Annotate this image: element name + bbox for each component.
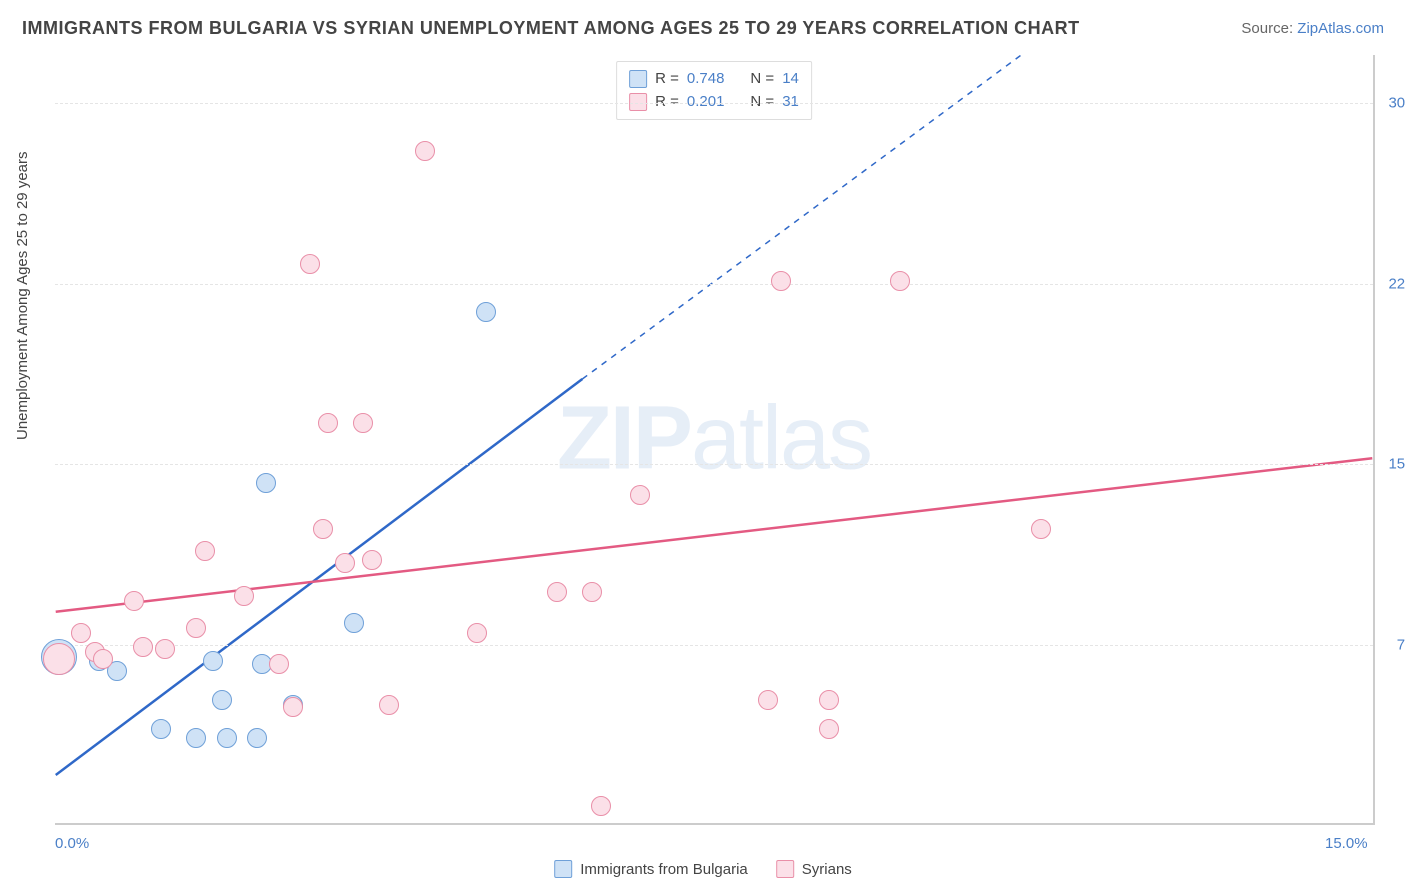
data-point <box>155 639 175 659</box>
data-point <box>344 613 364 633</box>
data-point <box>467 623 487 643</box>
data-point <box>151 719 171 739</box>
trend-lines <box>55 55 1373 823</box>
y-tick-label: 22.5% <box>1388 275 1406 292</box>
data-point <box>283 697 303 717</box>
data-point <box>591 796 611 816</box>
data-point <box>318 413 338 433</box>
data-point <box>269 654 289 674</box>
n-label: N = <box>750 91 774 114</box>
watermark: ZIPatlas <box>557 388 871 491</box>
data-point <box>476 302 496 322</box>
source-label: Source: <box>1241 20 1297 37</box>
data-point <box>186 618 206 638</box>
x-tick-label: 15.0% <box>1325 835 1368 852</box>
data-point <box>256 473 276 493</box>
data-point <box>362 550 382 570</box>
legend-series-label: Syrians <box>802 861 852 878</box>
gridline <box>55 103 1373 104</box>
n-value: 31 <box>782 91 799 114</box>
y-tick-label: 7.5% <box>1397 636 1406 653</box>
r-value: 0.748 <box>687 68 725 91</box>
data-point <box>217 728 237 748</box>
gridline <box>55 645 1373 646</box>
data-point <box>1031 519 1051 539</box>
data-point <box>819 690 839 710</box>
data-point <box>819 719 839 739</box>
data-point <box>313 519 333 539</box>
data-point <box>300 254 320 274</box>
n-value: 14 <box>782 68 799 91</box>
legend-swatch <box>776 860 794 878</box>
data-point <box>71 623 91 643</box>
data-point <box>353 413 373 433</box>
data-point <box>890 271 910 291</box>
legend-series-item: Syrians <box>776 860 852 878</box>
data-point <box>582 582 602 602</box>
chart-container: IMMIGRANTS FROM BULGARIA VS SYRIAN UNEMP… <box>0 0 1406 892</box>
n-label: N = <box>750 68 774 91</box>
data-point <box>43 643 75 675</box>
legend-correlation-row: R = 0.748 N = 14 <box>629 68 799 91</box>
source-citation: Source: ZipAtlas.com <box>1241 20 1384 37</box>
source-link[interactable]: ZipAtlas.com <box>1297 20 1384 37</box>
y-axis-title: Unemployment Among Ages 25 to 29 years <box>14 151 31 440</box>
r-label: R = <box>655 68 679 91</box>
legend-swatch <box>629 93 647 111</box>
legend-correlation-row: R = 0.201 N = 31 <box>629 91 799 114</box>
data-point <box>212 690 232 710</box>
legend-swatch <box>554 860 572 878</box>
data-point <box>758 690 778 710</box>
data-point <box>124 591 144 611</box>
gridline <box>55 464 1373 465</box>
legend-swatch <box>629 70 647 88</box>
data-point <box>195 541 215 561</box>
data-point <box>771 271 791 291</box>
data-point <box>547 582 567 602</box>
y-tick-label: 30.0% <box>1388 95 1406 112</box>
legend-correlation: R = 0.748 N = 14 R = 0.201 N = 31 <box>616 61 812 120</box>
data-point <box>335 553 355 573</box>
data-point <box>379 695 399 715</box>
plot-area: ZIPatlas R = 0.748N = 14R = 0.201N = 31 … <box>55 55 1375 825</box>
gridline <box>55 284 1373 285</box>
r-value: 0.201 <box>687 91 725 114</box>
data-point <box>186 728 206 748</box>
x-tick-label: 0.0% <box>55 835 89 852</box>
chart-title: IMMIGRANTS FROM BULGARIA VS SYRIAN UNEMP… <box>22 18 1080 39</box>
data-point <box>247 728 267 748</box>
data-point <box>133 637 153 657</box>
data-point <box>415 141 435 161</box>
r-label: R = <box>655 91 679 114</box>
data-point <box>93 649 113 669</box>
data-point <box>203 651 223 671</box>
legend-series-label: Immigrants from Bulgaria <box>580 861 748 878</box>
legend-series-item: Immigrants from Bulgaria <box>554 860 748 878</box>
data-point <box>234 586 254 606</box>
legend-series: Immigrants from Bulgaria Syrians <box>554 860 852 878</box>
data-point <box>630 485 650 505</box>
y-tick-label: 15.0% <box>1388 456 1406 473</box>
